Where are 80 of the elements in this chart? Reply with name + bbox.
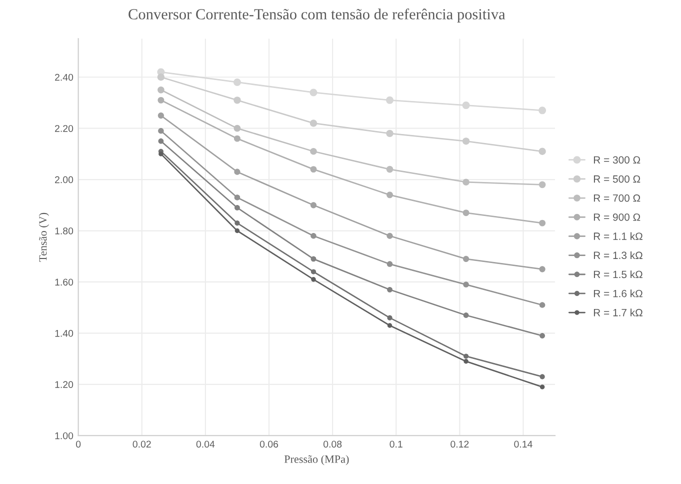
x-tick-label: 0.06 [260,440,278,448]
point [538,106,546,114]
point [310,166,317,173]
point [462,102,470,110]
point [540,374,545,380]
point [462,178,470,186]
point [234,194,240,200]
point [310,120,318,127]
x-tick-label: 0.1 [390,440,402,448]
y-tick-label: 1.20 [55,381,74,388]
point [157,74,165,81]
point [386,232,393,239]
x-tick-label: 0.02 [132,440,151,448]
point [463,354,469,359]
point [158,96,164,104]
x-tick-label: 0.14 [514,440,532,448]
point [310,202,317,208]
point [539,266,546,272]
point [387,315,392,320]
point [462,210,470,216]
y-tick-label: 2.00 [55,176,74,184]
y-tick-label: 1.00 [55,432,74,440]
point [386,192,393,198]
legend-label: R = 700 Ω [594,194,640,202]
point [234,205,240,210]
legend-label: R = 1.1 kΩ [594,232,642,240]
x-axis-title: Pressão (MPa) [284,455,349,466]
y-tick-label: 2.20 [55,125,74,132]
legend-label: R = 900 Ω [594,213,640,221]
point [311,277,316,282]
point [233,78,241,86]
point [158,128,164,134]
point [462,138,470,145]
point [538,181,546,188]
y-tick-label: 1.80 [55,227,74,234]
point [310,88,318,96]
point [540,384,545,390]
point [538,148,546,155]
y-axis-title: Tensão (V) [38,212,49,262]
x-tick-label: 0.04 [196,440,215,448]
legend-label: R = 1.3 kΩ [594,251,642,260]
legend-label: R = 500 Ω [594,175,640,183]
legend-label: R = 300 Ω [594,156,640,164]
point [158,152,164,156]
y-tick-label: 1.60 [55,278,74,286]
point [234,124,241,132]
point [234,228,240,234]
point [234,135,240,142]
point [539,302,546,308]
point [158,138,164,144]
point [234,168,240,175]
point [462,256,470,262]
point [158,112,164,119]
point [386,166,394,173]
point [310,232,316,239]
point [539,220,546,226]
point [386,261,393,267]
chart-title: Conversor Corrente-Tensão com tensão de referência positiva [128,8,506,23]
point [386,130,394,138]
point [234,96,241,104]
point [310,148,317,155]
legend-label: R = 1.6 kΩ [594,290,642,298]
point [310,269,316,274]
point [158,86,164,94]
point [310,256,316,262]
point [387,286,392,292]
point [463,312,469,318]
point [387,323,392,328]
x-tick-label: 0 [76,440,81,448]
point [540,333,546,338]
point [463,282,469,288]
y-tick-label: 2.40 [55,74,74,81]
legend-label: R = 1.7 kΩ [594,308,642,316]
x-tick-label: 0.12 [450,440,469,448]
point [234,220,240,226]
legend-label: R = 1.5 kΩ [594,270,642,278]
point [464,358,468,364]
y-tick-label: 1.40 [55,330,74,337]
x-tick-label: 0.08 [323,440,342,448]
point [386,96,394,104]
